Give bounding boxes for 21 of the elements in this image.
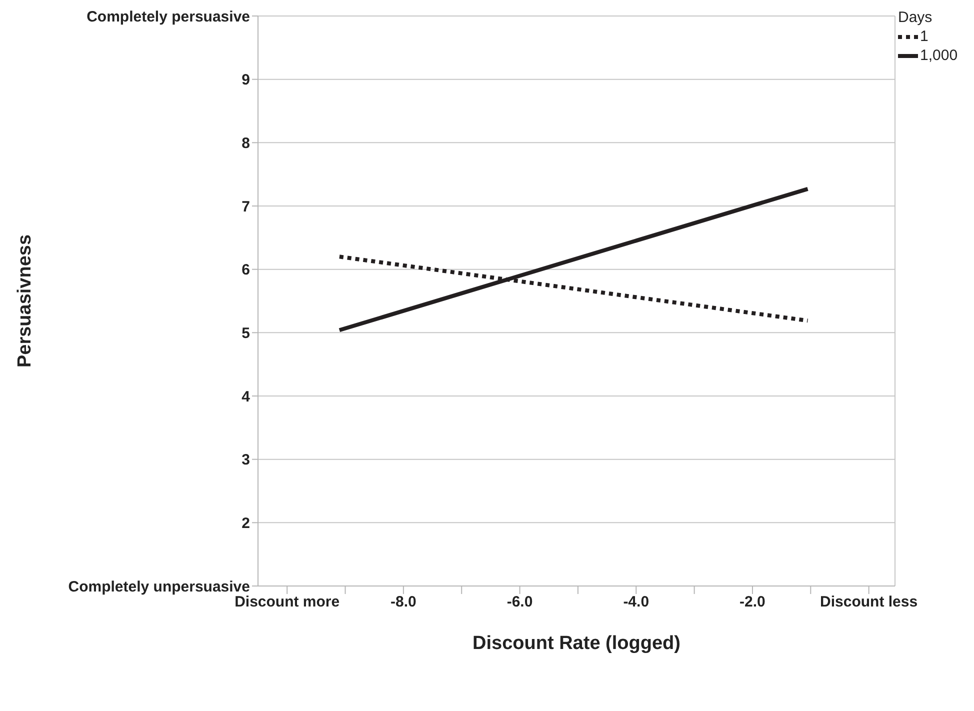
x-tick-label: -8.0 [390, 594, 416, 611]
x-tick-label: Discount less [820, 594, 918, 611]
y-tick-label: 2 [242, 514, 250, 532]
y-tick-label: Completely persuasive [86, 8, 250, 26]
y-tick-label: 6 [242, 262, 250, 279]
y-tick-label: Completely unpersuasive [68, 578, 250, 596]
y-tick-label: 9 [242, 72, 250, 89]
x-axis-title: Discount Rate (logged) [472, 633, 680, 654]
x-tick-label: Discount more [234, 594, 340, 611]
legend-title: Days [898, 8, 934, 27]
y-tick-label: 3 [242, 452, 250, 469]
legend-label: 1 [920, 27, 928, 46]
y-tick-label: 4 [242, 388, 251, 406]
y-tick-label: 5 [242, 324, 250, 342]
y-tick-label: 7 [242, 198, 250, 216]
x-tick-label: -6.0 [506, 594, 533, 611]
y-axis-title: Persuasivness [14, 234, 36, 368]
x-tick-label: -2.0 [740, 594, 766, 611]
legend-label: 1,000 [920, 46, 958, 65]
y-tick-label: 8 [242, 134, 250, 152]
x-tick-label: -4.0 [623, 594, 650, 611]
